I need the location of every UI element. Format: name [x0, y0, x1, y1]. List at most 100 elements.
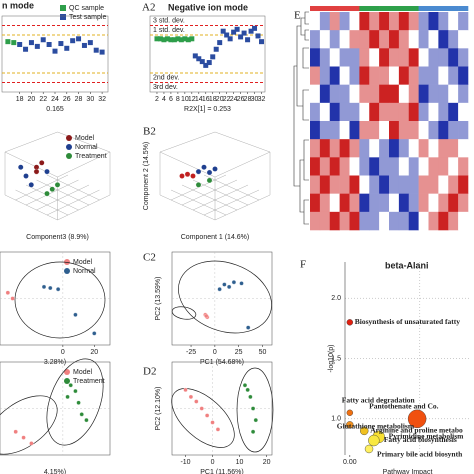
- heat-cell: [339, 102, 350, 122]
- heat-cell: [379, 84, 390, 104]
- data-point: [55, 287, 61, 292]
- heat-cell: [379, 211, 390, 231]
- heat-cell: [438, 84, 449, 104]
- heat-cell: [329, 175, 340, 194]
- heat-cell: [379, 30, 390, 49]
- group-bar: [310, 6, 321, 11]
- heat-cell: [329, 30, 340, 49]
- grid-3d: [170, 189, 227, 216]
- heat-cell: [389, 102, 400, 122]
- plot-frame: [0, 361, 111, 456]
- dendrogram: [293, 11, 309, 225]
- x-tick-label: 10: [236, 459, 244, 466]
- heat-cell: [389, 84, 400, 104]
- x-axis-label: 3.28%): [44, 359, 66, 366]
- heat-cell: [428, 193, 439, 213]
- x-axis-label: Pathway Impact: [383, 469, 433, 474]
- x-tick-label: 20: [28, 96, 36, 103]
- x-tick-label: 4: [162, 96, 166, 103]
- panel-label: F: [300, 259, 306, 271]
- heat-cell: [398, 211, 410, 231]
- panel-label: E: [294, 10, 301, 22]
- heat-cell: [448, 12, 459, 31]
- heat-cell: [369, 84, 380, 104]
- heat-cell: [389, 30, 400, 49]
- heat-cell: [329, 157, 340, 176]
- x-axis-label: 4.15%): [44, 469, 66, 474]
- heat-cell: [339, 157, 350, 176]
- data-point: [92, 331, 97, 336]
- point-label: Fatty acid degradation: [342, 396, 416, 405]
- group-bar: [369, 6, 380, 11]
- heat-cell: [369, 157, 380, 176]
- heat-cell: [319, 66, 331, 85]
- heat-cell: [339, 211, 350, 231]
- plot-frame: [1, 15, 109, 93]
- heat-cell: [389, 157, 400, 176]
- x-axis-label: PC1 (54.68%): [200, 359, 244, 366]
- heat-cell: [349, 48, 360, 67]
- data-point: [220, 28, 226, 34]
- heat-cell: [418, 211, 429, 231]
- heat-cell: [329, 102, 340, 122]
- heat-cell: [310, 66, 321, 85]
- heat-cell: [319, 157, 331, 176]
- heat-cell: [369, 30, 380, 49]
- x-tick-label: 50: [259, 349, 267, 356]
- heat-cell: [339, 193, 350, 213]
- data-point: [87, 40, 93, 46]
- heat-cell: [458, 66, 469, 85]
- annotation: 3 std. dev.: [153, 18, 185, 25]
- data-point: [185, 37, 191, 43]
- data-point: [39, 160, 45, 166]
- point-label: Glutathione metabolism: [337, 422, 415, 431]
- heat-cell: [438, 175, 449, 194]
- heat-cell: [359, 66, 370, 85]
- axes-3d: [4, 131, 111, 221]
- legend-label: Normal: [73, 268, 96, 275]
- data-point: [10, 296, 15, 301]
- x-tick-label: 30: [251, 96, 259, 103]
- heat-cell: [418, 193, 429, 213]
- heat-cell: [458, 48, 469, 67]
- data-point: [76, 400, 81, 405]
- heat-cell: [389, 175, 400, 194]
- confidence-ellipse: [178, 260, 272, 334]
- heat-cell: [319, 211, 331, 231]
- group-bar: [329, 6, 340, 11]
- data-point: [29, 441, 34, 446]
- y-axis-label: PC2 (13.59%): [155, 277, 162, 321]
- heat-cell: [329, 48, 340, 67]
- data-point: [49, 186, 56, 192]
- data-point: [76, 36, 82, 42]
- data-point: [161, 37, 167, 43]
- data-point: [44, 190, 50, 197]
- heat-cell: [438, 121, 449, 140]
- heat-cell: [329, 121, 340, 140]
- group-bar: [359, 6, 370, 11]
- heat-cell: [310, 30, 321, 49]
- heat-cell: [379, 121, 390, 140]
- heat-cell: [349, 193, 360, 213]
- heat-cell: [428, 66, 439, 85]
- heat-cell: [389, 211, 400, 231]
- bubble: [364, 444, 374, 454]
- data-point: [58, 41, 64, 47]
- data-point: [23, 173, 29, 179]
- heat-cell: [339, 139, 350, 158]
- heat-cell: [438, 139, 449, 158]
- data-point: [203, 62, 209, 68]
- legend-swatch: [64, 268, 70, 274]
- heat-cell: [369, 139, 380, 158]
- bubble: [346, 421, 354, 429]
- heat-cell: [398, 66, 410, 85]
- data-point: [252, 25, 258, 31]
- legend-label: Model: [73, 369, 93, 376]
- x-tick-label: 18: [16, 96, 24, 103]
- heat-cell: [319, 139, 331, 158]
- grid-3d: [15, 174, 69, 201]
- heat-cell: [408, 12, 419, 31]
- heat-cell: [329, 66, 340, 85]
- data-point: [33, 168, 40, 175]
- group-bar: [339, 6, 350, 11]
